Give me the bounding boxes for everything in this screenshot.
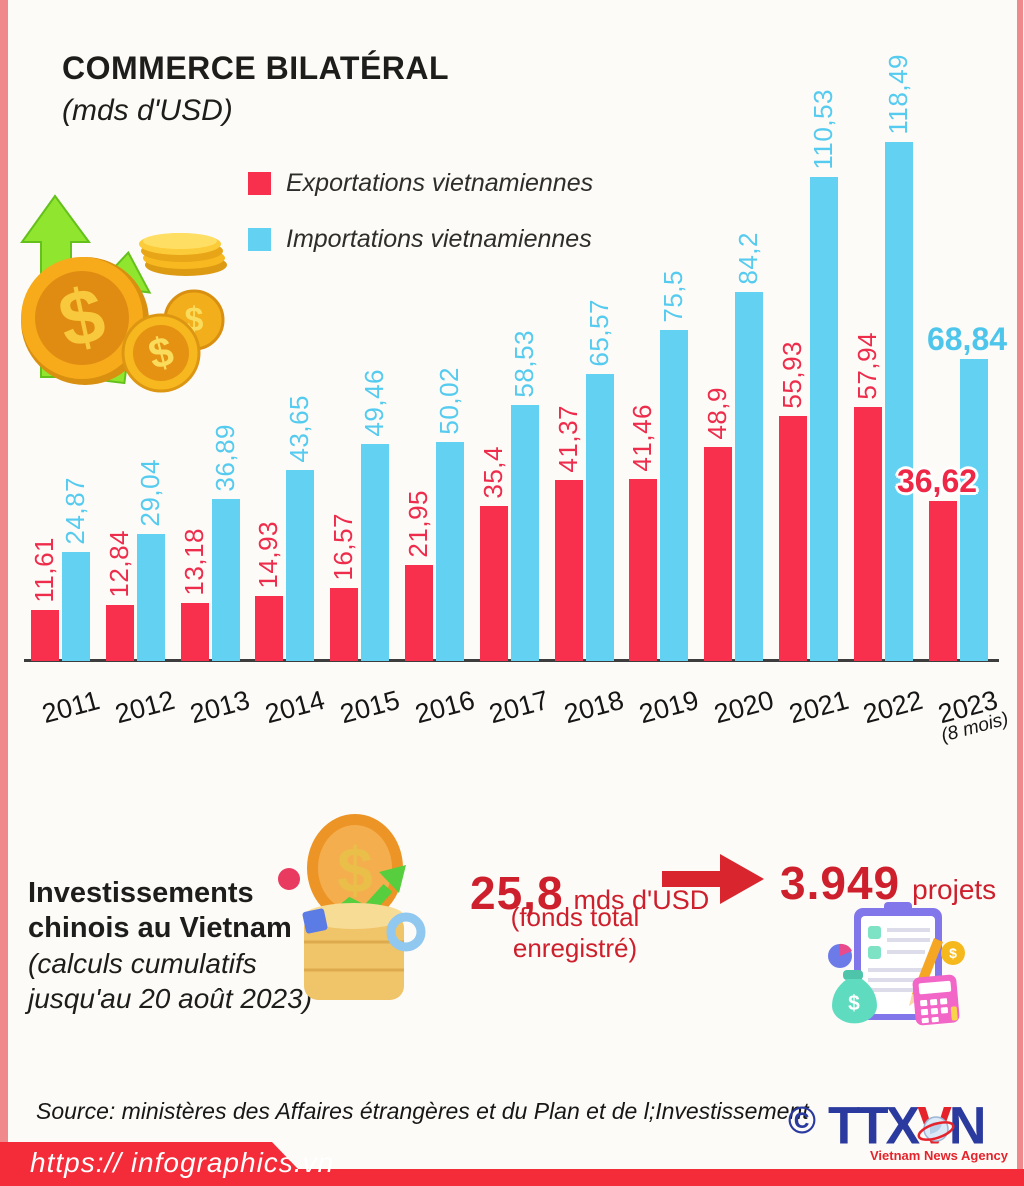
export-bar-2021: [779, 416, 807, 661]
projects-value: 3.949: [780, 857, 901, 909]
investment-heading: Investissements chinois au Vietnam (calc…: [28, 876, 312, 1016]
export-value-2012: 12,84: [103, 530, 134, 598]
import-bar-2012: [136, 534, 165, 661]
footer-url: https:// infographics.vn: [30, 1147, 335, 1178]
import-value-2021: 110,53: [808, 89, 838, 170]
export-value-2022: 57,94: [851, 332, 882, 400]
page-title: COMMERCE BILATÉRAL: [62, 50, 450, 86]
export-value-2021: 55,93: [777, 341, 807, 409]
import-bar-2011: [62, 552, 90, 661]
import-value-2012: 29,04: [134, 459, 165, 527]
export-bar-2014: [255, 596, 284, 661]
thin-coin-stack: [139, 233, 227, 276]
amount-note: (fonds total enregistré): [510, 902, 640, 963]
clipboard-illustration: $ $: [828, 902, 965, 1026]
export-value-2019: 41,46: [627, 404, 658, 472]
investment-heading-line2: chinois au Vietnam: [28, 912, 292, 944]
import-value-2019: 75,5: [658, 270, 689, 323]
svg-text:$: $: [848, 992, 860, 1015]
import-value-2020: 84,2: [733, 232, 764, 285]
import-bar-2015: [361, 444, 390, 661]
logo-ttx: TTX: [828, 1096, 920, 1156]
export-value-2014: 14,93: [253, 521, 284, 589]
export-value-2016: 21,95: [403, 490, 433, 558]
amount-value: 25,8: [470, 867, 564, 919]
logo-n: N: [948, 1096, 987, 1156]
export-bar-2020: [704, 447, 733, 661]
legend-exports-label: Exportations vietnamiennes: [286, 169, 594, 197]
amount-unit: mds d'USD: [573, 885, 710, 915]
export-bar-2012: [105, 605, 134, 661]
money-bag: $: [832, 970, 877, 1024]
import-bar-2016: [436, 442, 464, 661]
left-border: [0, 0, 8, 1186]
import-bar-2020: [735, 292, 764, 661]
source-text: Source: ministères des Affaires étrangèr…: [36, 1098, 809, 1124]
export-bar-2022: [853, 407, 882, 661]
investment-subheading-line1: (calculs cumulatifs: [28, 948, 257, 979]
import-value-2015: 49,46: [359, 369, 390, 437]
export-bar-2011: [31, 610, 59, 661]
export-value-2017: 35,4: [477, 446, 508, 499]
export-bar-2018: [554, 480, 583, 661]
exports-swatch: [248, 172, 271, 195]
investment-amount: 25,8 mds d'USD: [470, 866, 709, 920]
import-value-2017: 58,53: [508, 330, 539, 398]
investment-subheading-line2: jusqu'au 20 août 2023): [28, 983, 313, 1014]
import-value-2016: 50,02: [434, 367, 464, 435]
legend-item-exports: Exportations vietnamiennes: [248, 169, 593, 198]
export-value-2015: 16,57: [328, 513, 359, 581]
arrow-right-icon: [662, 854, 764, 904]
export-bar-2013: [180, 603, 209, 661]
export-value-2011: 11,61: [29, 537, 59, 603]
footer-ribbon: [0, 1142, 1024, 1186]
import-bar-2013: [211, 499, 240, 661]
export-bar-2019: [629, 479, 658, 661]
import-value-2023: 68,84: [926, 321, 1008, 357]
investment-projects: 3.949 projets: [780, 856, 996, 910]
big-dollar-coin: $: [21, 257, 149, 385]
import-value-2014: 43,65: [284, 395, 315, 463]
svg-text:$: $: [949, 945, 957, 961]
import-bar-2017: [510, 405, 539, 661]
barrel-stack: [304, 903, 404, 1000]
copyright-icon: ©: [788, 1100, 816, 1142]
chart-legend: Exportations vietnamiennes Importations …: [248, 169, 593, 281]
legend-item-imports: Importations vietnamiennes: [248, 225, 593, 254]
ttxvn-logo: TTXVN Vietnam News Agency: [828, 1096, 1008, 1163]
svg-text:$: $: [337, 834, 373, 906]
import-bar-2018: [585, 374, 614, 661]
calculator: [912, 974, 960, 1026]
right-border: [1017, 0, 1023, 1186]
export-bar-2016: [405, 565, 433, 661]
legend-imports-label: Importations vietnamiennes: [286, 225, 592, 253]
globe-icon: [917, 1116, 955, 1142]
gold-coins-illustration: $ $ $: [20, 194, 227, 393]
export-bar-2017: [479, 506, 508, 661]
import-value-2018: 65,57: [583, 299, 614, 367]
projects-unit: projets: [912, 874, 997, 905]
imports-swatch: [248, 228, 271, 251]
page-subtitle: (mds d'USD): [62, 94, 233, 127]
import-bar-2014: [286, 470, 315, 661]
import-bar-2021: [810, 177, 838, 661]
export-value-2023: 36,62: [896, 463, 978, 499]
export-value-2020: 48,9: [702, 387, 733, 440]
import-value-2013: 36,89: [209, 424, 240, 492]
investment-heading-line1: Investissements: [28, 877, 254, 909]
import-value-2011: 24,87: [60, 477, 90, 545]
export-value-2013: 13,18: [178, 528, 209, 596]
import-bar-2022: [884, 142, 913, 661]
small-dollar-coins: $ $: [121, 289, 225, 393]
import-bar-2019: [660, 330, 689, 661]
ttxvn-tagline: Vietnam News Agency: [870, 1148, 1008, 1163]
import-bar-2023: [959, 359, 988, 661]
coin-stack-illustration: $: [278, 814, 426, 1000]
export-bar-2023: [928, 501, 957, 661]
export-value-2018: 41,37: [552, 405, 583, 473]
import-value-2022: 118,49: [882, 54, 913, 135]
export-bar-2015: [330, 588, 359, 661]
